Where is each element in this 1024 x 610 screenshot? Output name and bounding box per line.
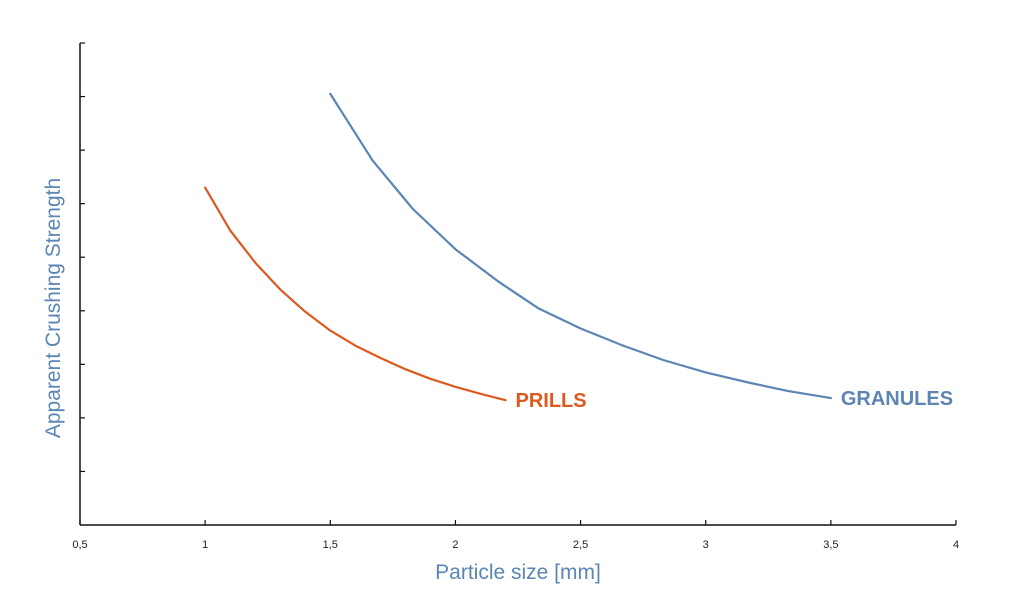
y-ticks — [80, 42, 85, 473]
x-ticks: 0,5 1 1,5 2 2,5 3 3,5 4 — [72, 520, 959, 551]
granules-series-label: GRANULES — [841, 388, 953, 410]
series-labels: PRILLS GRANULES — [515, 388, 953, 412]
x-tick-label: 1 — [202, 539, 208, 551]
x-tick-label: 3 — [703, 539, 709, 551]
y-axis-title: Apparent Crushing Strength — [42, 178, 65, 438]
granules-series-line — [329, 92, 833, 400]
prills-series-label: PRILLS — [515, 390, 586, 412]
x-tick-label: 3,5 — [823, 539, 838, 551]
x-tick-label: 0,5 — [72, 539, 87, 551]
x-axis-title: Particle size [mm] — [435, 561, 601, 584]
x-tick-label: 4 — [953, 539, 959, 551]
prills-series-line — [204, 186, 507, 402]
axes — [79, 43, 956, 526]
x-tick-label: 1,5 — [323, 539, 338, 551]
x-tick-label: 2,5 — [573, 539, 588, 551]
series-lines — [204, 92, 833, 402]
x-tick-label: 2 — [452, 539, 458, 551]
